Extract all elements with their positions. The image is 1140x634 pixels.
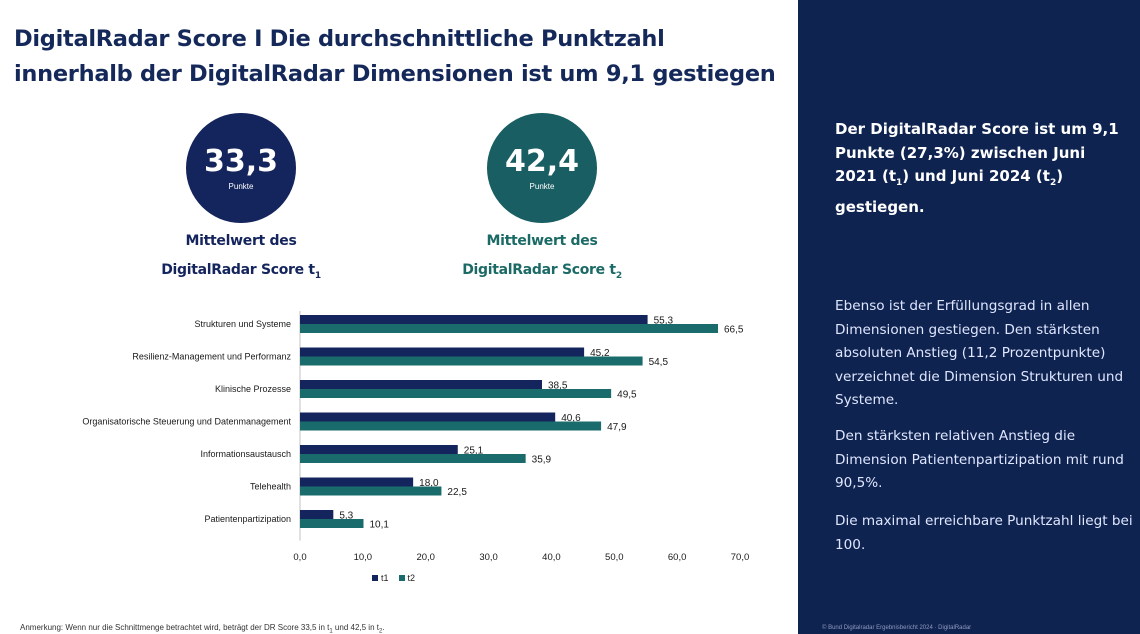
kpi-unit-t2: Punkte [529, 181, 555, 191]
x-tick-label: 70,0 [731, 552, 750, 563]
category-label: Informationsaustausch [200, 449, 291, 459]
category-label: Organisatorische Steuerung und Datenmana… [82, 417, 291, 427]
category-label: Resilienz-Management und Performanz [132, 352, 291, 362]
data-label-t1: 5,3 [339, 511, 353, 522]
category-label: Klinische Prozesse [215, 384, 291, 394]
bar-t2 [300, 324, 718, 333]
bar-t2 [300, 486, 442, 496]
kpi-circle-t2: 42,4 Punkte [487, 113, 597, 223]
x-tick-label: 30,0 [479, 552, 498, 563]
data-label-t2: 10,1 [369, 520, 389, 531]
kpi-value-t1: 33,3 [203, 143, 279, 179]
bar-t2 [300, 389, 612, 398]
kpi-caption-t1-line1: Mittelwert des [185, 233, 297, 249]
data-label-t1: 40,6 [561, 413, 581, 424]
legend-item-t2: t2 [398, 573, 416, 583]
side-headline: Der DigitalRadar Score ist um 9,1 Punkte… [835, 120, 1119, 216]
data-label-t2: 47,9 [607, 422, 627, 433]
kpi-caption-t2: Mittelwert des DigitalRadar Score t2 [442, 227, 642, 291]
data-label-t1: 45,2 [590, 348, 610, 359]
bar-t2 [300, 356, 643, 366]
data-label-t1: 55,3 [654, 316, 674, 327]
data-label-t2: 22,5 [447, 487, 467, 498]
kpi-caption-t2-line2: DigitalRadar Score t2 [462, 262, 622, 281]
side-panel: Der DigitalRadar Score ist um 9,1 Punkte… [798, 0, 1140, 634]
side-paragraph-1: Ebenso ist der Erfüllungsgrad in allen D… [835, 298, 1124, 408]
category-label: Strukturen und Systeme [194, 319, 291, 329]
kpi-caption-t2-line1: Mittelwert des [486, 233, 598, 249]
x-tick-label: 20,0 [416, 552, 435, 563]
bar-chart: Strukturen und Systeme 55,3 66,5 Resilienz-… [82, 311, 750, 563]
bar-t1 [300, 510, 334, 519]
kpi-caption-t1: Mittelwert des DigitalRadar Score t1 [141, 227, 341, 291]
slide-title-line1: DigitalRadar Score I Die durchschnittlic… [14, 26, 665, 52]
chart-legend: t1 t2 [372, 573, 425, 583]
legend-item-t1: t1 [372, 573, 389, 583]
bar-t2 [300, 421, 602, 431]
bar-t1 [300, 412, 556, 422]
slide-title: DigitalRadar Score I Die durchschnittlic… [14, 22, 784, 92]
category-label: Telehealth [250, 482, 291, 492]
kpi-circle-t1: 33,3 Punkte [186, 113, 296, 223]
kpi-value-t2: 42,4 [504, 143, 580, 179]
side-footer: © Bund Digitalradar Ergebnisbericht 2024… [822, 625, 972, 631]
side-paragraph-3: Die maximal erreichbare Punktzahl liegt … [835, 513, 1133, 553]
slide-title-line2: innerhalb der DigitalRadar Dimensionen i… [14, 61, 776, 87]
x-tick-label: 0,0 [293, 552, 306, 563]
x-tick-label: 50,0 [605, 552, 624, 563]
category-label: Patientenpartizipation [204, 514, 291, 524]
x-tick-label: 10,0 [354, 552, 373, 563]
x-tick-label: 40,0 [542, 552, 561, 563]
kpi-caption-t1-line2: DigitalRadar Score t1 [161, 262, 321, 281]
bar-t1 [300, 445, 458, 454]
x-tick-label: 60,0 [668, 552, 687, 563]
legend-swatch-t2 [398, 575, 405, 581]
bar-t1 [300, 380, 542, 389]
legend-swatch-t1 [372, 575, 378, 581]
kpi-unit-t1: Punkte [228, 181, 254, 191]
bar-t2 [300, 454, 526, 463]
side-paragraph-2: Den stärksten relativen Anstieg die Dime… [835, 428, 1124, 491]
data-label-t2: 66,5 [724, 325, 744, 336]
data-label-t1: 38,5 [548, 381, 568, 392]
data-label-t2: 35,9 [532, 455, 552, 466]
footnote: Anmerkung: Wenn nur die Schnittmenge bet… [20, 623, 385, 634]
data-label-t1: 18,0 [419, 478, 439, 489]
data-label-t1: 25,1 [464, 446, 484, 457]
bar-t1 [300, 347, 585, 357]
legend-label-t1: t1 [381, 573, 389, 583]
bar-t1 [300, 315, 648, 324]
data-label-t2: 54,5 [649, 357, 669, 368]
data-label-t2: 49,5 [617, 390, 637, 401]
bar-t2 [300, 519, 364, 528]
bar-t1 [300, 477, 414, 487]
legend-label-t2: t2 [407, 573, 416, 583]
